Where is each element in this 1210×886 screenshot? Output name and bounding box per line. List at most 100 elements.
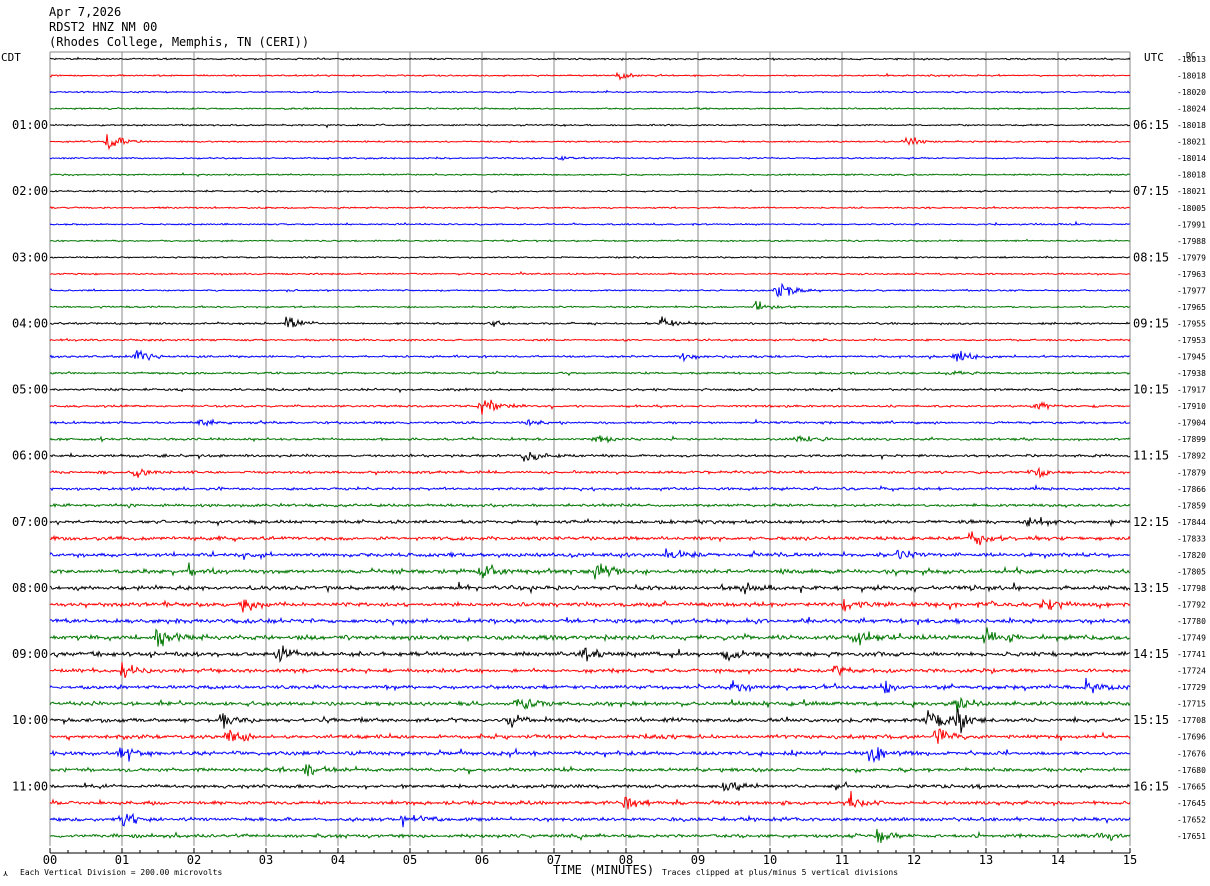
left-hour-label: 08:00 (12, 581, 48, 595)
seismogram-trace (49, 134, 1131, 151)
seismogram-trace (49, 220, 1131, 227)
seismogram-trace (49, 89, 1131, 94)
right-hour-label: 06:15 (1133, 118, 1169, 132)
dc-offset-label: -17917 (1177, 386, 1206, 395)
seismogram-trace (49, 451, 1131, 462)
dc-offset-label: -17963 (1177, 270, 1206, 279)
dc-offset-label: -18013 (1177, 55, 1206, 64)
dc-offset-label: -17910 (1177, 402, 1206, 411)
right-hour-label: 15:15 (1133, 713, 1169, 727)
seismogram-trace (49, 708, 1131, 734)
x-tick-label: 11 (835, 853, 849, 867)
x-tick-label: 04 (331, 853, 345, 867)
date-label: Apr 7,2026 (49, 5, 121, 19)
dc-offset-label: -17859 (1177, 501, 1206, 510)
scale-note: Each Vertical Division = 200.00 microvol… (20, 868, 222, 877)
seismogram-trace (49, 71, 1131, 81)
seismogram-trace (49, 696, 1131, 713)
dc-header-label: DC (1186, 51, 1196, 60)
dc-offset-label: -17729 (1177, 683, 1206, 692)
seismogram-trace (49, 349, 1131, 363)
dc-offset-label: -17977 (1177, 286, 1206, 295)
x-tick-label: 09 (691, 853, 705, 867)
right-hour-label: 10:15 (1133, 383, 1169, 397)
right-hour-label: 08:15 (1133, 250, 1169, 264)
dc-offset-label: -17792 (1177, 600, 1206, 609)
seismogram-trace (49, 155, 1131, 161)
dc-offset-label: -17715 (1177, 700, 1206, 709)
x-tick-label: 05 (403, 853, 417, 867)
seismogram-trace (50, 645, 1131, 663)
seismogram-trace (49, 123, 1131, 129)
dc-offset-label: -17665 (1177, 782, 1206, 791)
right-hour-label: 07:15 (1133, 184, 1169, 198)
seismogram-traces (49, 56, 1131, 843)
left-hour-label: 04:00 (12, 316, 48, 330)
left-hour-label: 06:00 (12, 449, 48, 463)
dc-offset-label: -17955 (1177, 319, 1206, 328)
seismogram-trace (49, 747, 1131, 764)
left-timezone-label: CDT (1, 51, 21, 64)
right-hour-label: 13:15 (1133, 581, 1169, 595)
seismogram-trace (49, 531, 1131, 546)
x-tick-label: 10 (763, 853, 777, 867)
dc-offset-label: -17879 (1177, 468, 1206, 477)
seismogram-trace (49, 616, 1131, 627)
dc-offset-label: -17696 (1177, 733, 1206, 742)
dc-offset-label: -17988 (1177, 237, 1206, 246)
left-hour-label: 11:00 (12, 779, 48, 793)
dc-offset-label: -17833 (1177, 534, 1206, 543)
dc-offset-label: -17820 (1177, 551, 1206, 560)
x-tick-label: 13 (979, 853, 993, 867)
dc-offset-label: -17904 (1177, 419, 1206, 428)
x-tick-label: 15 (1123, 853, 1137, 867)
dc-offset-label: -17945 (1177, 353, 1206, 362)
seismogram-trace (49, 812, 1131, 828)
seismogram-trace (49, 189, 1131, 194)
seismogram-trace (49, 598, 1131, 613)
dc-offset-label: -17676 (1177, 749, 1206, 758)
x-tick-label: 00 (43, 853, 57, 867)
station-label: RDST2 HNZ NM 00 (49, 20, 157, 34)
dc-offset-label: -17953 (1177, 336, 1206, 345)
dc-offset-label: -17965 (1177, 303, 1206, 312)
dc-offset-label: -17979 (1177, 253, 1206, 262)
dc-offset-label: -17645 (1177, 799, 1206, 808)
x-axis-title: TIME (MINUTES) (553, 863, 654, 877)
seismogram-trace (49, 502, 1131, 509)
seismogram-trace (49, 581, 1131, 595)
left-hour-label: 03:00 (12, 250, 48, 264)
dc-offset-label: -18021 (1177, 138, 1206, 147)
seismogram-trace (50, 764, 1131, 777)
dc-offset-label: -18024 (1177, 105, 1206, 114)
seismogram-trace (49, 781, 1131, 792)
left-hour-label: 07:00 (12, 515, 48, 529)
dc-offset-label: -17741 (1177, 650, 1206, 659)
seismogram-trace (49, 399, 1131, 415)
dc-offset-label: -18018 (1177, 171, 1206, 180)
seismogram-trace (49, 337, 1131, 343)
seismogram-trace (49, 548, 1131, 561)
x-tick-label: 06 (475, 853, 489, 867)
left-hour-label: 05:00 (12, 383, 48, 397)
seismogram-trace (49, 418, 1131, 428)
seismogram-trace (49, 728, 1131, 744)
x-tick-label: 14 (1051, 853, 1065, 867)
minute-gridlines (49, 51, 1131, 846)
clip-note: Traces clipped at plus/minus 5 vertical … (662, 868, 898, 877)
left-hour-label: 09:00 (12, 647, 48, 661)
dc-offset-label: -17844 (1177, 518, 1206, 527)
seismogram-trace (49, 828, 1131, 843)
left-hour-label: 10:00 (12, 713, 48, 727)
dc-offset-label: -17652 (1177, 815, 1206, 824)
dc-offset-label: -17866 (1177, 485, 1206, 494)
seismogram-trace (49, 270, 1131, 277)
right-hour-label: 16:15 (1133, 779, 1169, 793)
dc-offset-label: -17780 (1177, 617, 1206, 626)
seismogram-trace (49, 562, 1131, 580)
dc-offset-label: -17708 (1177, 716, 1206, 725)
dc-offset-label: -17749 (1177, 634, 1206, 643)
x-tick-label: 08 (619, 853, 633, 867)
seismogram-trace (50, 172, 1131, 178)
